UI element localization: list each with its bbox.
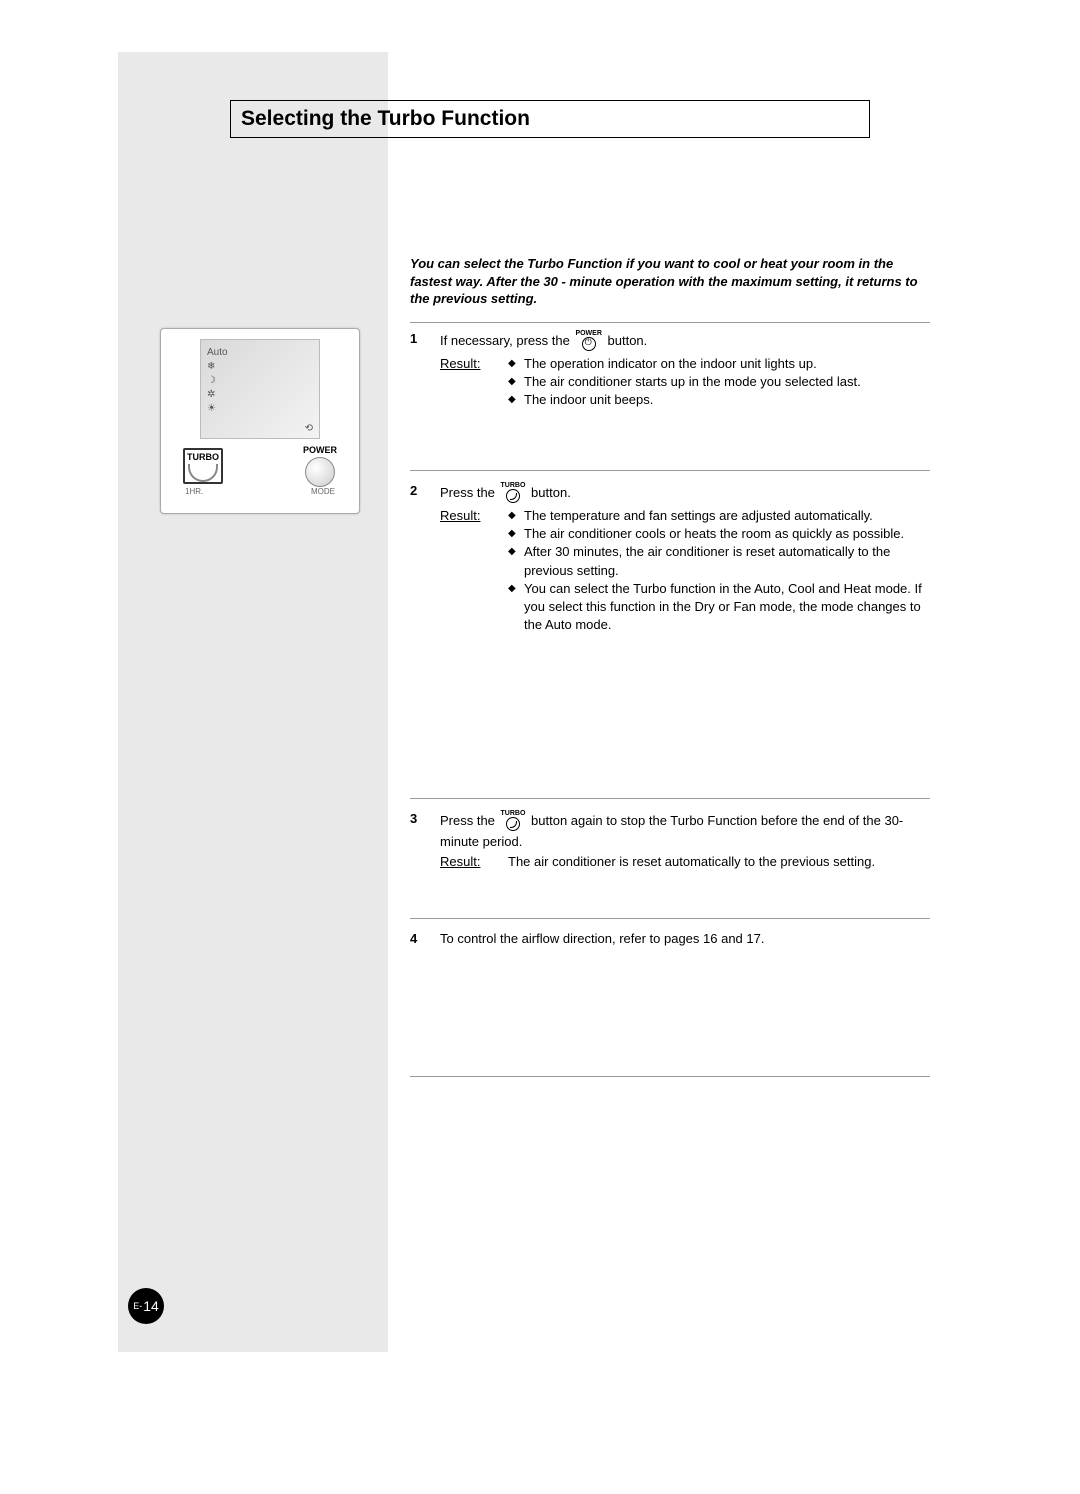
- divider-5: [410, 1076, 930, 1077]
- step-number: 1: [410, 330, 424, 410]
- step-number: 3: [410, 810, 424, 871]
- turbo-icon: [506, 817, 520, 831]
- text-b: button.: [608, 333, 648, 348]
- page-title: Selecting the Turbo Function: [241, 107, 859, 131]
- bullet: The air conditioner cools or heats the r…: [508, 525, 930, 543]
- text-a: Press the: [440, 485, 499, 500]
- divider-2: [410, 470, 930, 471]
- instruction-line: Press the TURBO button.: [440, 482, 930, 505]
- result-content: The temperature and fan settings are adj…: [508, 507, 930, 634]
- bullet: After 30 minutes, the air conditioner is…: [508, 543, 930, 579]
- remote-figure: Auto ❄ ☽ ✲ ☀ ⟲ TURBO POWER 1HR. MODE: [160, 328, 360, 514]
- page: Selecting the Turbo Function Auto ❄ ☽ ✲ …: [0, 0, 1080, 1494]
- bullet: The temperature and fan settings are adj…: [508, 507, 930, 525]
- mode-label: MODE: [311, 487, 335, 496]
- step-body: If necessary, press the POWER button. Re…: [440, 330, 930, 410]
- result-label: Result:: [440, 507, 498, 634]
- left-gutter: [118, 52, 388, 1352]
- bullet: You can select the Turbo function in the…: [508, 580, 930, 635]
- turbo-mini-label: TURBO: [501, 810, 526, 817]
- bullet-list: The operation indicator on the indoor un…: [508, 355, 930, 410]
- divider-1: [410, 322, 930, 323]
- page-number: 14: [143, 1298, 159, 1314]
- step-4: 4 To control the airflow direction, refe…: [410, 930, 930, 948]
- power-group: POWER: [303, 445, 337, 487]
- power-button-inline-icon: POWER: [575, 330, 601, 353]
- step-text: To control the airflow direction, refer …: [440, 930, 930, 948]
- result-content: The operation indicator on the indoor un…: [508, 355, 930, 410]
- turbo-highlight: TURBO: [183, 448, 223, 484]
- remote-bottom-labels: 1HR. MODE: [171, 487, 349, 496]
- page-prefix: E-: [133, 1301, 142, 1311]
- text-a: Press the: [440, 813, 499, 828]
- turbo-mini-label: TURBO: [501, 482, 526, 489]
- bullet: The operation indicator on the indoor un…: [508, 355, 930, 373]
- result-row: Result: The air conditioner is reset aut…: [440, 853, 930, 871]
- power-button-icon: [305, 457, 335, 487]
- divider-3: [410, 798, 930, 799]
- remote-sleep-icon: ⟲: [305, 423, 313, 434]
- remote-button-row: TURBO POWER: [171, 439, 349, 487]
- page-number-badge: E-14: [128, 1288, 164, 1324]
- bullet-list: The temperature and fan settings are adj…: [508, 507, 930, 634]
- power-mini-label: POWER: [575, 330, 601, 337]
- result-label: Result:: [440, 355, 498, 410]
- onehr-label: 1HR.: [185, 487, 203, 496]
- instruction-line: If necessary, press the POWER button.: [440, 330, 930, 353]
- result-row: Result: The operation indicator on the i…: [440, 355, 930, 410]
- power-label: POWER: [303, 445, 337, 455]
- turbo-button-icon: [188, 464, 218, 482]
- step-body: Press the TURBO button. Result: The temp…: [440, 482, 930, 634]
- remote-inner: Auto ❄ ☽ ✲ ☀ ⟲ TURBO POWER 1HR. MODE: [171, 339, 349, 503]
- step-2: 2 Press the TURBO button. Result: The te…: [410, 482, 930, 634]
- divider-4: [410, 918, 930, 919]
- bullet: The indoor unit beeps.: [508, 391, 930, 409]
- step-number: 2: [410, 482, 424, 634]
- step-number: 4: [410, 930, 424, 948]
- title-block: Selecting the Turbo Function: [230, 100, 870, 138]
- turbo-button-inline-icon: TURBO: [501, 482, 526, 505]
- turbo-label: TURBO: [187, 452, 219, 462]
- remote-display: Auto ❄ ☽ ✲ ☀ ⟲: [200, 339, 320, 439]
- bullet: The air conditioner starts up in the mod…: [508, 373, 930, 391]
- text-b: button.: [531, 485, 571, 500]
- step-3: 3 Press the TURBO button again to stop t…: [410, 810, 930, 871]
- text-a: If necessary, press the: [440, 333, 573, 348]
- turbo-icon: [506, 489, 520, 503]
- result-text: The air conditioner is reset automatical…: [508, 853, 930, 871]
- intro-text: You can select the Turbo Function if you…: [410, 255, 930, 308]
- result-label: Result:: [440, 853, 498, 871]
- turbo-button-inline-icon: TURBO: [501, 810, 526, 833]
- result-row: Result: The temperature and fan settings…: [440, 507, 930, 634]
- instruction-line: Press the TURBO button again to stop the…: [440, 810, 930, 851]
- step-body: Press the TURBO button again to stop the…: [440, 810, 930, 871]
- power-icon: [582, 337, 596, 351]
- remote-mode-icons: Auto ❄ ☽ ✲ ☀: [207, 346, 228, 416]
- step-1: 1 If necessary, press the POWER button. …: [410, 330, 930, 410]
